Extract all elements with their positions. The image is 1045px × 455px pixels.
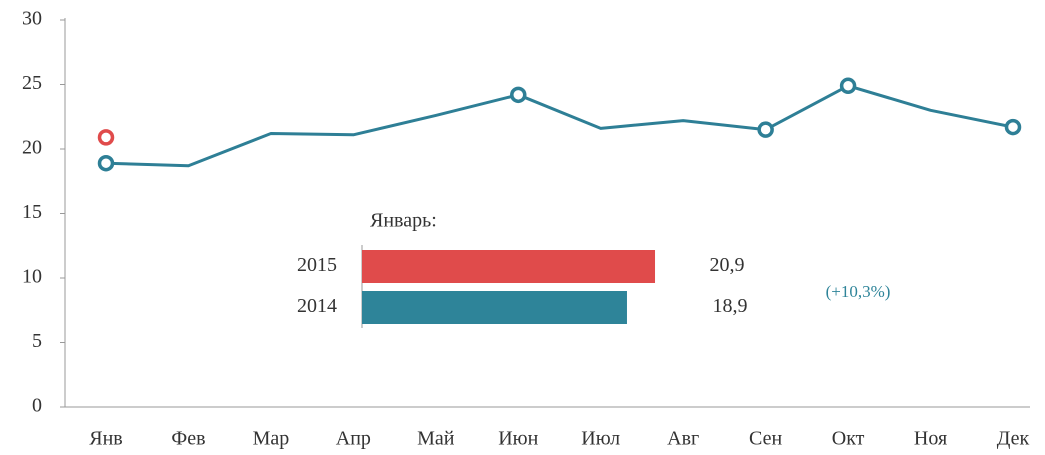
x-tick-label: Июн	[498, 428, 538, 450]
bar-category: 2014	[297, 295, 337, 317]
change-annotation: (+10,3%)	[826, 282, 891, 301]
x-tick-label: Апр	[336, 428, 371, 450]
point-marker	[757, 121, 774, 138]
x-tick-label: Фев	[171, 428, 205, 450]
point-marker	[97, 154, 115, 172]
x-tick-label: Ноя	[914, 428, 947, 450]
x-tick-label: Окт	[832, 428, 865, 450]
y-tick-label: 15	[22, 201, 42, 223]
bar	[362, 250, 656, 283]
x-tick-label: Янв	[89, 428, 123, 450]
x-tick-label: Июл	[581, 428, 620, 450]
y-tick-label: 20	[22, 137, 42, 159]
inset-title: Январь:	[370, 210, 437, 232]
x-tick-label: Авг	[667, 428, 699, 450]
x-tick-label: Май	[417, 428, 455, 450]
y-tick-label: 10	[22, 266, 42, 288]
line-series	[105, 84, 1014, 168]
point-marker	[839, 77, 857, 95]
y-tick-label: 25	[22, 72, 42, 94]
y-tick-label: 30	[22, 8, 42, 30]
y-tick-label: 0	[32, 395, 42, 417]
bar-value-label: 20,9	[710, 254, 745, 276]
x-tick-label: Дек	[997, 428, 1030, 450]
bar-category: 2015	[297, 254, 337, 276]
point-marker	[510, 86, 527, 104]
y-tick-label: 5	[32, 330, 42, 352]
x-tick-label: Сен	[749, 428, 782, 450]
point-marker	[97, 129, 115, 146]
bar	[362, 291, 627, 324]
x-tick-label: Мар	[253, 428, 290, 450]
point-marker	[1004, 118, 1022, 136]
bar-value-label: 18,9	[713, 295, 748, 317]
